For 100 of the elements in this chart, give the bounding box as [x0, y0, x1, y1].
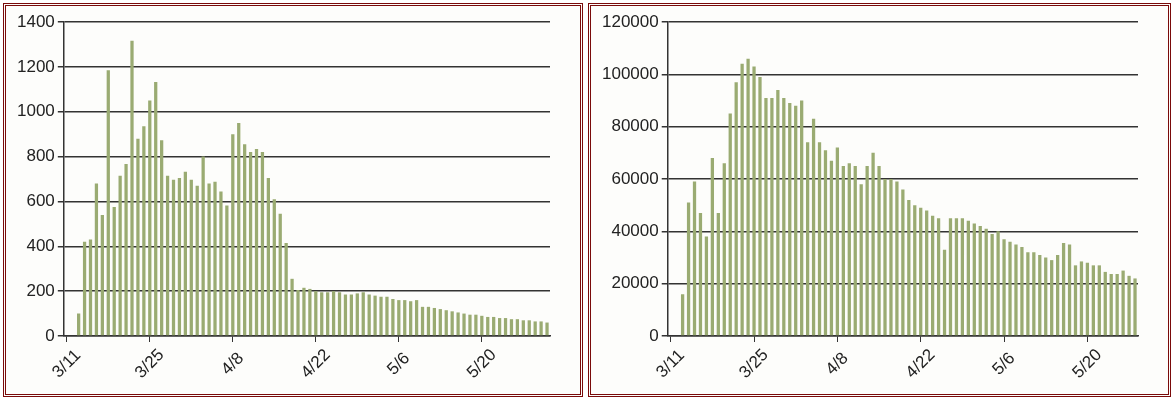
bar	[349, 294, 354, 336]
bar	[326, 292, 330, 336]
bar	[752, 66, 756, 336]
x-tick-label: 5/6	[383, 348, 414, 379]
bar	[248, 152, 253, 336]
bar	[972, 223, 976, 336]
y-tick-label: 0	[45, 325, 55, 345]
bar	[302, 287, 306, 336]
bar	[397, 300, 401, 336]
bar	[913, 205, 917, 336]
bar	[130, 40, 134, 336]
x-tick-label: 5/6	[988, 348, 1019, 379]
bar	[94, 183, 99, 336]
bar	[728, 113, 732, 336]
bar	[865, 165, 869, 336]
x-tick-label: 4/8	[821, 348, 852, 379]
bar	[1109, 273, 1113, 336]
bar	[497, 318, 502, 336]
bar	[343, 294, 348, 336]
bar	[1056, 254, 1060, 336]
bar	[320, 292, 324, 336]
bar	[409, 301, 413, 336]
bar	[420, 306, 425, 336]
bar	[213, 181, 217, 336]
bar	[88, 239, 93, 336]
bar	[960, 218, 965, 336]
bar	[290, 278, 294, 336]
bar	[100, 214, 104, 336]
bar	[817, 142, 822, 336]
bar	[1127, 275, 1131, 336]
bar	[296, 290, 300, 336]
bar	[990, 233, 994, 336]
bar	[764, 97, 768, 336]
bar	[1050, 260, 1054, 336]
bar	[1073, 265, 1078, 336]
bar	[770, 97, 774, 336]
y-tick-label: 400	[26, 235, 55, 255]
bar	[1038, 254, 1042, 336]
bar	[438, 309, 442, 336]
bar	[704, 236, 709, 336]
bar	[183, 171, 187, 336]
bar	[142, 126, 146, 336]
bar	[426, 306, 431, 336]
bar	[758, 76, 762, 336]
bar	[1008, 241, 1012, 336]
bar	[966, 220, 970, 336]
bar	[337, 292, 342, 336]
bar	[746, 58, 750, 336]
bar	[106, 70, 110, 336]
bar	[1097, 265, 1101, 336]
bar	[800, 100, 804, 336]
bar	[692, 181, 697, 336]
x-tick-label: 4/22	[901, 345, 939, 382]
bar	[456, 312, 460, 336]
bar	[901, 189, 905, 336]
bar	[124, 163, 128, 336]
bar	[841, 165, 845, 336]
bar	[385, 296, 389, 336]
bar	[1014, 244, 1018, 336]
bar	[1091, 265, 1095, 336]
bar	[859, 184, 863, 336]
bar	[201, 156, 205, 336]
bar	[984, 228, 988, 336]
bar	[160, 140, 164, 336]
bar	[776, 90, 780, 336]
x-tick-label: 3/11	[652, 345, 689, 382]
bar	[978, 226, 982, 336]
bar	[219, 191, 223, 336]
bar	[782, 97, 786, 336]
bar	[112, 207, 116, 336]
bar	[272, 199, 276, 336]
bar	[788, 103, 792, 336]
bar	[474, 314, 478, 336]
bar	[462, 313, 466, 336]
bar	[355, 293, 359, 336]
bar	[1020, 247, 1024, 336]
bar	[468, 314, 472, 336]
bar	[954, 218, 959, 336]
bar	[195, 185, 199, 336]
y-tick-label: 1400	[16, 11, 55, 31]
bar	[919, 207, 923, 336]
bar	[889, 179, 893, 336]
y-tick-label: 1000	[16, 101, 55, 121]
y-tick-label: 60000	[611, 168, 659, 188]
y-tick-label: 800	[26, 146, 55, 166]
bar	[1079, 261, 1084, 336]
bar	[1061, 243, 1066, 336]
bar	[225, 205, 229, 336]
bar	[509, 319, 514, 336]
bar	[1115, 273, 1119, 336]
bar	[847, 163, 851, 336]
bar	[391, 298, 395, 336]
bar	[740, 63, 744, 336]
bar	[231, 134, 235, 336]
bar	[154, 81, 158, 336]
bar	[243, 144, 247, 336]
bar	[503, 318, 508, 336]
bar	[1002, 239, 1006, 336]
bar	[207, 183, 211, 336]
bar	[148, 100, 152, 336]
